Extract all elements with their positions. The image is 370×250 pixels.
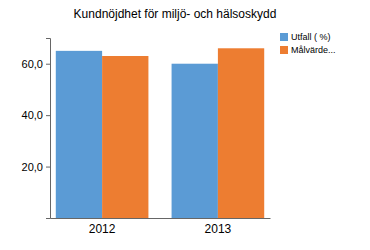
legend-label: Målvärde... [291, 45, 336, 55]
tick: 40,0 [22, 109, 50, 121]
tick-label: 60,0 [22, 58, 43, 70]
bar [102, 56, 148, 218]
tick-label: 2012 [89, 222, 116, 236]
x-axis: 2012 2013 [51, 218, 271, 236]
legend-item: Utfall ( %) [280, 32, 331, 42]
legend-swatch [280, 46, 288, 54]
tick-mark [46, 64, 50, 65]
axis-line [51, 218, 271, 219]
bar [218, 48, 264, 218]
legend: Utfall ( %) Målvärde... [280, 32, 336, 55]
tick-mark [46, 115, 50, 116]
legend-label: Utfall ( %) [291, 32, 331, 42]
tick-mark [46, 167, 50, 168]
tick-label: 20,0 [22, 161, 43, 173]
title: Kundnöjdhet för miljö- och hälsoskydd [74, 7, 277, 21]
bars [56, 48, 264, 218]
tick-label: 2013 [205, 222, 232, 236]
legend-swatch [280, 33, 288, 41]
plot: 20,0 40,0 60,0 2012 2013 [22, 39, 271, 236]
tick: 60,0 [22, 58, 50, 70]
axis-line [46, 39, 51, 219]
bar [172, 64, 218, 218]
y-axis: 20,0 40,0 60,0 [22, 39, 51, 219]
chart: Kundnöjdhet för miljö- och hälsoskydd 20,… [0, 0, 370, 250]
tick-label: 40,0 [22, 109, 43, 121]
bar [56, 51, 102, 218]
tick: 2012 [89, 218, 116, 236]
legend-item: Målvärde... [280, 45, 336, 55]
tick: 20,0 [22, 161, 50, 173]
tick: 2013 [205, 218, 232, 236]
